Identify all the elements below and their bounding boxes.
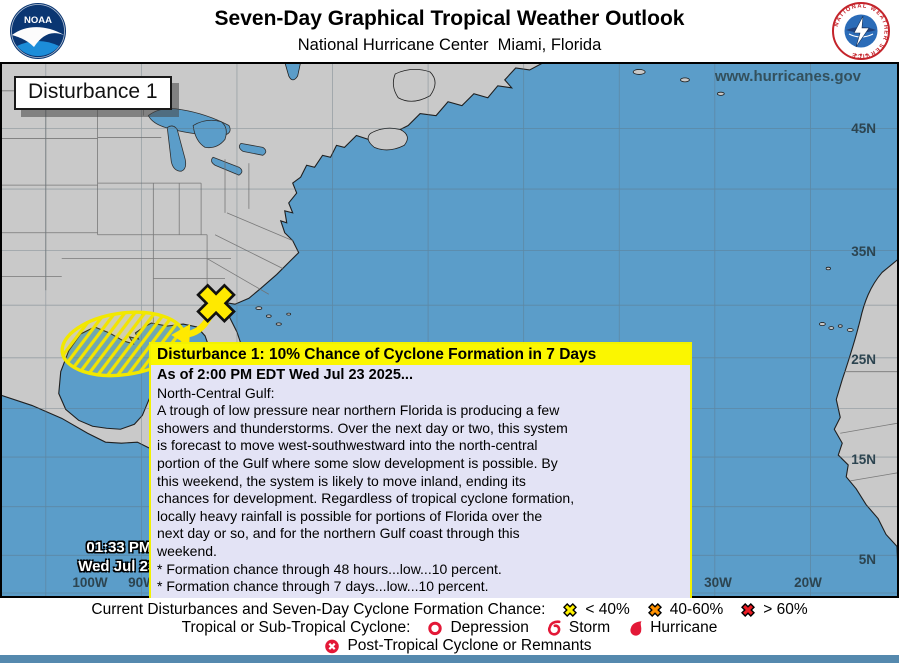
lon-label-20w: 20W: [794, 575, 822, 590]
x-mark-yellow-icon: [563, 603, 578, 617]
x-mark-red-icon: [741, 603, 756, 617]
legend-item-storm: Storm: [545, 619, 610, 637]
lat-label-45n: 45N: [851, 121, 876, 136]
infobox-line: chances for development. Regardless of t…: [157, 490, 575, 507]
africa-borders: [840, 371, 897, 482]
lightning-bolt-icon: [853, 15, 870, 48]
legend-item-lt40: < 40%: [561, 601, 630, 619]
nova-scotia-island: [367, 127, 408, 151]
legend-item-label: Depression: [450, 619, 529, 636]
legend-item-40-60: 40-60%: [646, 601, 723, 619]
disturbance-label[interactable]: Disturbance 1: [14, 76, 172, 110]
infobox-body: As of 2:00 PM EDT Wed Jul 23 2025... Nor…: [151, 365, 690, 599]
outlook-map: Disturbance 1 www.hurricanes.gov 45N 35N…: [0, 62, 899, 601]
lake-erie: [211, 156, 243, 176]
legend-item-label: Storm: [568, 619, 611, 636]
post-tropical-icon: [325, 639, 340, 654]
infobox-line: * Formation chance through 7 days...low.…: [157, 578, 489, 595]
legend-item-gt60: > 60%: [739, 601, 808, 619]
legend-post-tropical-row: Post-Tropical Cyclone or Remnants: [0, 637, 899, 655]
noaa-logo-text: NOAA: [24, 15, 52, 26]
legend-cyclone-row: Tropical or Sub-Tropical Cyclone: Depres…: [0, 619, 899, 637]
infobox-line: this weekend, the system is likely to mo…: [157, 472, 526, 489]
noaa-logo: NOAA: [10, 3, 66, 59]
storm-symbol-icon: [547, 620, 561, 636]
infobox-line: North-Central Gulf:: [157, 384, 275, 401]
legend-item-label: 40-60%: [669, 601, 724, 618]
header: NOAA Seven-Day Graphical Tropical Weathe…: [0, 0, 899, 62]
legend-formation-row: Current Disturbances and Seven-Day Cyclo…: [0, 598, 899, 619]
bottom-bar: [0, 655, 899, 663]
legend-item-label: Hurricane: [650, 619, 718, 636]
infobox-line: next day or so, and for the northern Gul…: [157, 525, 520, 542]
lon-label-30w: 30W: [704, 575, 732, 590]
infobox-line: * Formation chance through 48 hours...lo…: [157, 560, 502, 577]
infobox-line: is forecast to move west-southwestward i…: [157, 437, 538, 454]
legend-item-post-tropical: Post-Tropical Cyclone or Remnants: [323, 637, 592, 655]
legend-item-label: > 60%: [763, 601, 808, 618]
lon-label-90w: 90W: [128, 575, 156, 590]
x-mark-orange-icon: [647, 603, 662, 617]
legend-formation-title: Current Disturbances and Seven-Day Cyclo…: [91, 601, 546, 618]
page-subtitle: National Hurricane Center Miami, Florida: [297, 36, 602, 54]
nws-logo: NATIONAL WEATHER SERVICE ★ ★ ★: [832, 2, 890, 60]
infobox-line: locally heavy rainfall is possible for p…: [157, 507, 543, 524]
disturbance-x-marker[interactable]: [196, 283, 236, 323]
legend: Current Disturbances and Seven-Day Cyclo…: [0, 598, 899, 655]
depression-circle-icon: [428, 621, 443, 636]
lat-label-15n: 15N: [851, 452, 876, 467]
lake-huron: [192, 119, 227, 149]
newfoundland-island: [392, 69, 436, 102]
infobox-asof: As of 2:00 PM EDT Wed Jul 23 2025...: [157, 367, 413, 383]
nws-stars: ★ ★ ★: [854, 52, 870, 57]
infobox-title: Disturbance 1: 10% Chance of Cyclone For…: [151, 344, 690, 365]
legend-item-depression: Depression: [426, 619, 529, 637]
disturbance-infobox: Disturbance 1: 10% Chance of Cyclone For…: [149, 342, 692, 601]
great-lakes: [147, 108, 267, 176]
hurricane-symbol-icon: [630, 621, 642, 636]
legend-item-hurricane: Hurricane: [626, 619, 717, 637]
africa-landmass: [833, 259, 897, 561]
lake-michigan: [166, 125, 187, 172]
infobox-line: weekend.: [157, 542, 217, 559]
lat-label-5n: 5N: [858, 552, 876, 567]
lake-ontario: [238, 142, 267, 156]
page-title: Seven-Day Graphical Tropical Weather Out…: [214, 7, 685, 30]
lat-label-35n: 35N: [851, 244, 876, 259]
lat-label-25n: 25N: [851, 352, 876, 367]
infobox-line: A trough of low pressure near northern F…: [157, 402, 560, 419]
madeira-island: [825, 266, 831, 271]
legend-item-label: < 40%: [585, 601, 630, 618]
infobox-line: showers and thunderstorms. Over the next…: [157, 419, 568, 436]
website-link[interactable]: www.hurricanes.gov: [714, 68, 861, 85]
lon-label-100w: 100W: [72, 575, 108, 590]
islands: [255, 69, 863, 332]
infobox-line: portion of the Gulf where some slow deve…: [157, 454, 558, 471]
legend-cyclone-title: Tropical or Sub-Tropical Cyclone:: [181, 619, 411, 636]
legend-item-label: Post-Tropical Cyclone or Remnants: [347, 637, 592, 654]
